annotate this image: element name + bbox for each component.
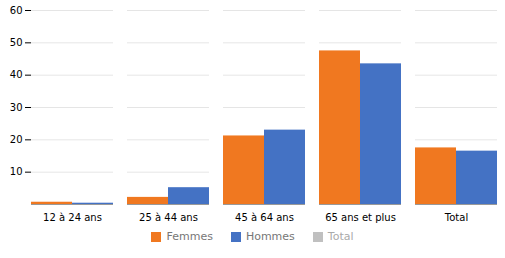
svg-text:12 à 24 ans: 12 à 24 ans (43, 212, 102, 223)
svg-text:30: 30 (10, 102, 23, 113)
html-text:Total: Total (327, 230, 354, 243)
svg-text:20: 20 (10, 134, 23, 145)
svg-text:25 à 44 ans: 25 à 44 ans (139, 212, 198, 223)
svg-text:50: 50 (10, 37, 23, 48)
svg-text:60: 60 (10, 5, 23, 16)
svg-text:40: 40 (10, 69, 23, 80)
svg-text:65 ans et plus: 65 ans et plus (325, 212, 396, 223)
svg-text:45 à 64 ans: 45 à 64 ans (235, 212, 294, 223)
html-text:Femmes: Femmes (166, 230, 213, 243)
html-text:Hommes: Hommes (245, 230, 295, 243)
svg-text:10: 10 (10, 166, 23, 177)
svg-text:Total: Total (444, 212, 468, 223)
